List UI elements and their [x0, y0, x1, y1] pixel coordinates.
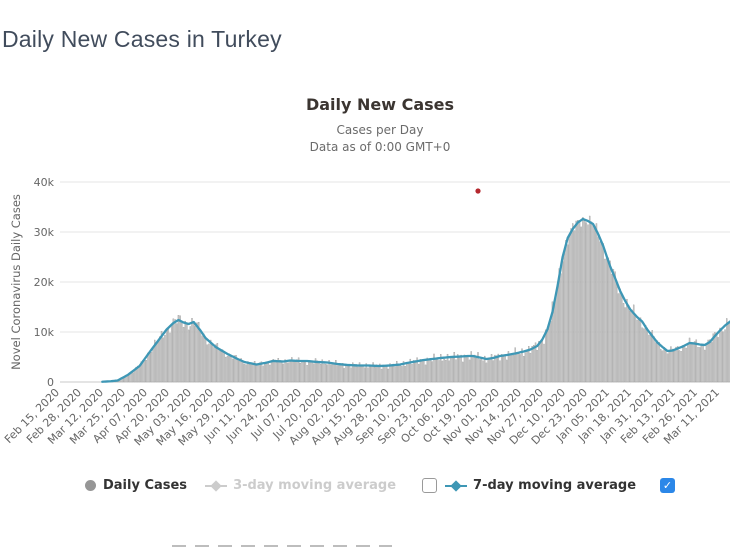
legend-item-7day-average[interactable]: 7-day moving average — [445, 478, 636, 493]
y-axis-labels: 0 10k 20k 30k 40k — [34, 176, 55, 389]
legend-label-3day-average: 3-day moving average — [233, 478, 397, 493]
7day-average-line — [101, 217, 730, 383]
svg-text:30k: 30k — [34, 226, 55, 239]
daily-cases-bars — [106, 215, 730, 383]
svg-text:10k: 10k — [34, 326, 55, 339]
chart-title: Daily New Cases — [305, 95, 455, 114]
svg-text:20k: 20k — [34, 276, 55, 289]
chart-subtitle-line2: Data as of 0:00 GMT+0 — [309, 140, 451, 154]
daily-cases-marker-icon — [84, 480, 96, 491]
chart-subtitle: Cases per Day Data as of 0:00 GMT+0 — [30, 122, 730, 156]
outlier-dot — [475, 188, 481, 194]
checkmark-icon: ✓ — [662, 479, 673, 492]
chart-legend: Daily Cases 3-day moving average 7-day m… — [30, 478, 730, 493]
legend-label-daily-cases: Daily Cases — [102, 478, 188, 493]
checkbox-3day-series[interactable] — [422, 478, 438, 493]
y-axis-title: Novel Coronavirus Daily Cases — [9, 194, 23, 370]
svg-text:0: 0 — [47, 376, 54, 389]
legend-label-7day-average: 7-day moving average — [473, 478, 637, 493]
checkbox-7day-series[interactable]: ✓ — [660, 478, 676, 493]
7day-average-marker-icon — [445, 479, 468, 492]
page-title: Daily New Cases in Turkey — [2, 26, 282, 52]
legend-item-3day-average[interactable]: 3-day moving average — [205, 478, 396, 493]
svg-text:40k: 40k — [34, 176, 55, 189]
legend-item-daily-cases[interactable]: Daily Cases — [84, 478, 188, 493]
3day-average-marker-icon — [205, 479, 228, 492]
chart-subtitle-line1: Cases per Day — [336, 123, 424, 137]
